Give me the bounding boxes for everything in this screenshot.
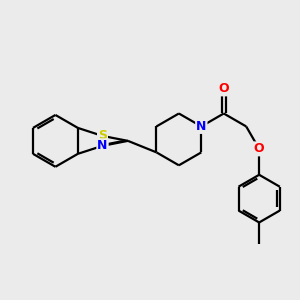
Text: O: O bbox=[254, 142, 265, 155]
Text: N: N bbox=[97, 139, 108, 152]
Text: O: O bbox=[218, 82, 229, 95]
Text: S: S bbox=[98, 129, 107, 142]
Text: N: N bbox=[196, 120, 206, 133]
